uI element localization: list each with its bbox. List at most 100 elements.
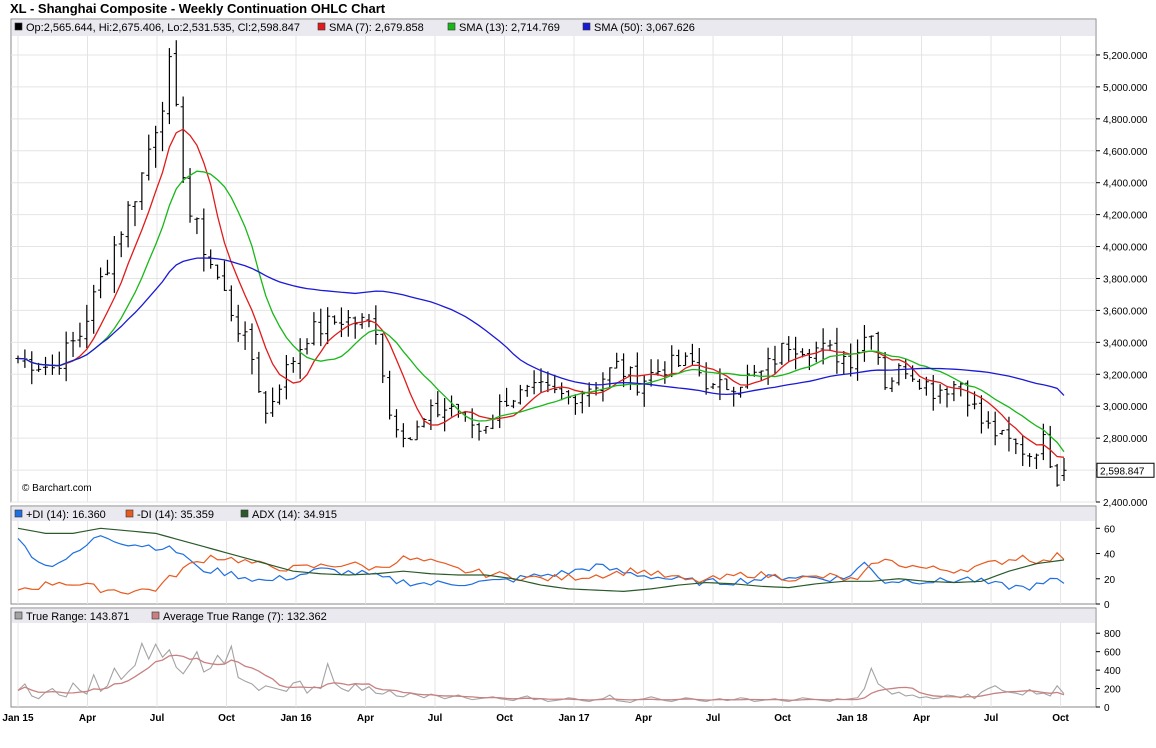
ohlc-bar bbox=[896, 363, 902, 386]
legend-item: Average True Range (7): 132.362 bbox=[151, 611, 327, 623]
true-range-line bbox=[17, 641, 1065, 703]
ohlc-bar bbox=[552, 374, 558, 394]
ohlc-bar bbox=[1013, 438, 1019, 455]
x-tick-label: Jan 18 bbox=[836, 713, 868, 724]
ohlc-bar bbox=[373, 305, 379, 345]
ohlc-bar bbox=[1033, 453, 1039, 470]
ohlc-bar bbox=[621, 353, 627, 388]
x-tick-label: Apr bbox=[635, 713, 652, 724]
ohlc-bar bbox=[655, 359, 661, 376]
x-tick-label: Jan 15 bbox=[2, 713, 34, 724]
x-tick-label: Jul bbox=[706, 713, 721, 724]
ohlc-bar bbox=[1054, 463, 1060, 487]
ohlc-bar bbox=[139, 172, 145, 210]
legend-swatch bbox=[582, 22, 591, 31]
ohlc-bar bbox=[559, 382, 565, 401]
ohlc-bar bbox=[820, 328, 826, 365]
sma-13-line bbox=[17, 170, 1065, 453]
ohlc-bar bbox=[77, 322, 83, 348]
last-price-box bbox=[1096, 462, 1155, 478]
x-tick-label: Jan 16 bbox=[280, 713, 312, 724]
ohlc-bar bbox=[793, 336, 799, 370]
ohlc-bar bbox=[524, 384, 530, 397]
ohlc-bar bbox=[813, 341, 819, 363]
ohlc-bar bbox=[297, 338, 303, 379]
sma-50-line bbox=[17, 257, 1065, 396]
legend-label: ADX (14): 34.915 bbox=[252, 509, 337, 521]
price-tick-label: 4,000.000 bbox=[1103, 243, 1148, 254]
ohlc-bar bbox=[435, 391, 441, 418]
ohlc-bar bbox=[614, 352, 620, 369]
ohlc-bar bbox=[29, 351, 35, 385]
tr-tick-label: 200 bbox=[1104, 685, 1121, 696]
ohlc-bar bbox=[490, 414, 496, 430]
ohlc-bar bbox=[916, 378, 922, 390]
ohlc-bar bbox=[1061, 458, 1067, 481]
sma-7-line bbox=[17, 128, 1065, 458]
ohlc-bar bbox=[43, 356, 49, 376]
ohlc-bar bbox=[118, 231, 124, 258]
panel-frame-price bbox=[10, 18, 1097, 503]
dmi-series-line-1 bbox=[17, 551, 1065, 595]
ohlc-bar bbox=[228, 285, 234, 322]
legend-swatch bbox=[14, 509, 23, 518]
ohlc-bar bbox=[400, 423, 406, 448]
x-tick-label: Oct bbox=[496, 713, 513, 724]
ohlc-bar bbox=[166, 48, 172, 125]
price-tick-label: 3,400.000 bbox=[1103, 338, 1148, 349]
ohlc-bar bbox=[965, 380, 971, 417]
ohlc-bar bbox=[15, 355, 21, 364]
ohlc-bar bbox=[779, 342, 785, 366]
x-tick-label: Apr bbox=[913, 713, 930, 724]
legend-swatch bbox=[125, 509, 134, 518]
ohlc-bar bbox=[868, 335, 874, 350]
ohlc-bar bbox=[861, 324, 867, 362]
ohlc-bar bbox=[70, 331, 76, 357]
ohlc-bar bbox=[765, 347, 771, 385]
ohlc-bar bbox=[153, 125, 159, 168]
ohlc-bar bbox=[84, 304, 90, 349]
ohlc-bar bbox=[393, 409, 399, 438]
ohlc-bar bbox=[160, 101, 166, 152]
x-tick-label: Jan 17 bbox=[558, 713, 590, 724]
ohlc-bar bbox=[146, 134, 152, 181]
ohlc-bar bbox=[848, 343, 854, 377]
ohlc-bar bbox=[531, 370, 537, 395]
ohlc-bar bbox=[111, 236, 117, 293]
ohlc-bar bbox=[676, 349, 682, 368]
x-tick-label: Oct bbox=[1052, 713, 1069, 724]
grid-lines bbox=[11, 36, 1096, 707]
ohlc-bar bbox=[538, 368, 544, 393]
ohlc-bar bbox=[627, 366, 633, 391]
legend-label: SMA (13): 2,714.769 bbox=[459, 22, 560, 34]
ohlc-bar bbox=[249, 323, 255, 375]
x-tick-label: Jul bbox=[984, 713, 999, 724]
legend-band-tr bbox=[12, 609, 1095, 623]
ohlc-bar bbox=[483, 426, 489, 434]
ohlc-bar bbox=[731, 386, 737, 407]
ohlc-bar bbox=[332, 315, 338, 325]
ohlc-bar bbox=[951, 380, 957, 402]
legend-label: Op:2,565.644, Hi:2,675.406, Lo:2,531.535… bbox=[26, 22, 300, 34]
panel-frame-tr bbox=[10, 607, 1097, 708]
ohlc-bar bbox=[586, 382, 592, 407]
ohlc-bar bbox=[201, 208, 207, 272]
ohlc-bar bbox=[187, 168, 193, 223]
price-tick-label: 4,200.000 bbox=[1103, 211, 1148, 222]
ohlc-bar bbox=[338, 307, 344, 338]
legend-swatch bbox=[240, 509, 249, 518]
legend-item: True Range: 143.871 bbox=[14, 611, 130, 623]
ohlc-bar bbox=[476, 422, 482, 441]
ohlc-bar bbox=[194, 217, 200, 235]
dmi-tick-label: 40 bbox=[1104, 550, 1116, 561]
x-tick-label: Apr bbox=[79, 713, 96, 724]
ohlc-bar bbox=[600, 372, 606, 402]
ohlc-bar bbox=[999, 429, 1005, 435]
x-tick-label: Jul bbox=[428, 713, 443, 724]
atr-line bbox=[17, 654, 1065, 701]
ohlc-bar bbox=[318, 308, 324, 347]
legend-item: +DI (14): 16.360 bbox=[14, 509, 106, 521]
axis-ticks: 2,400.0002,600.0002,800.0003,000.0003,20… bbox=[2, 51, 1155, 724]
price-tick-label: 5,000.000 bbox=[1103, 83, 1148, 94]
